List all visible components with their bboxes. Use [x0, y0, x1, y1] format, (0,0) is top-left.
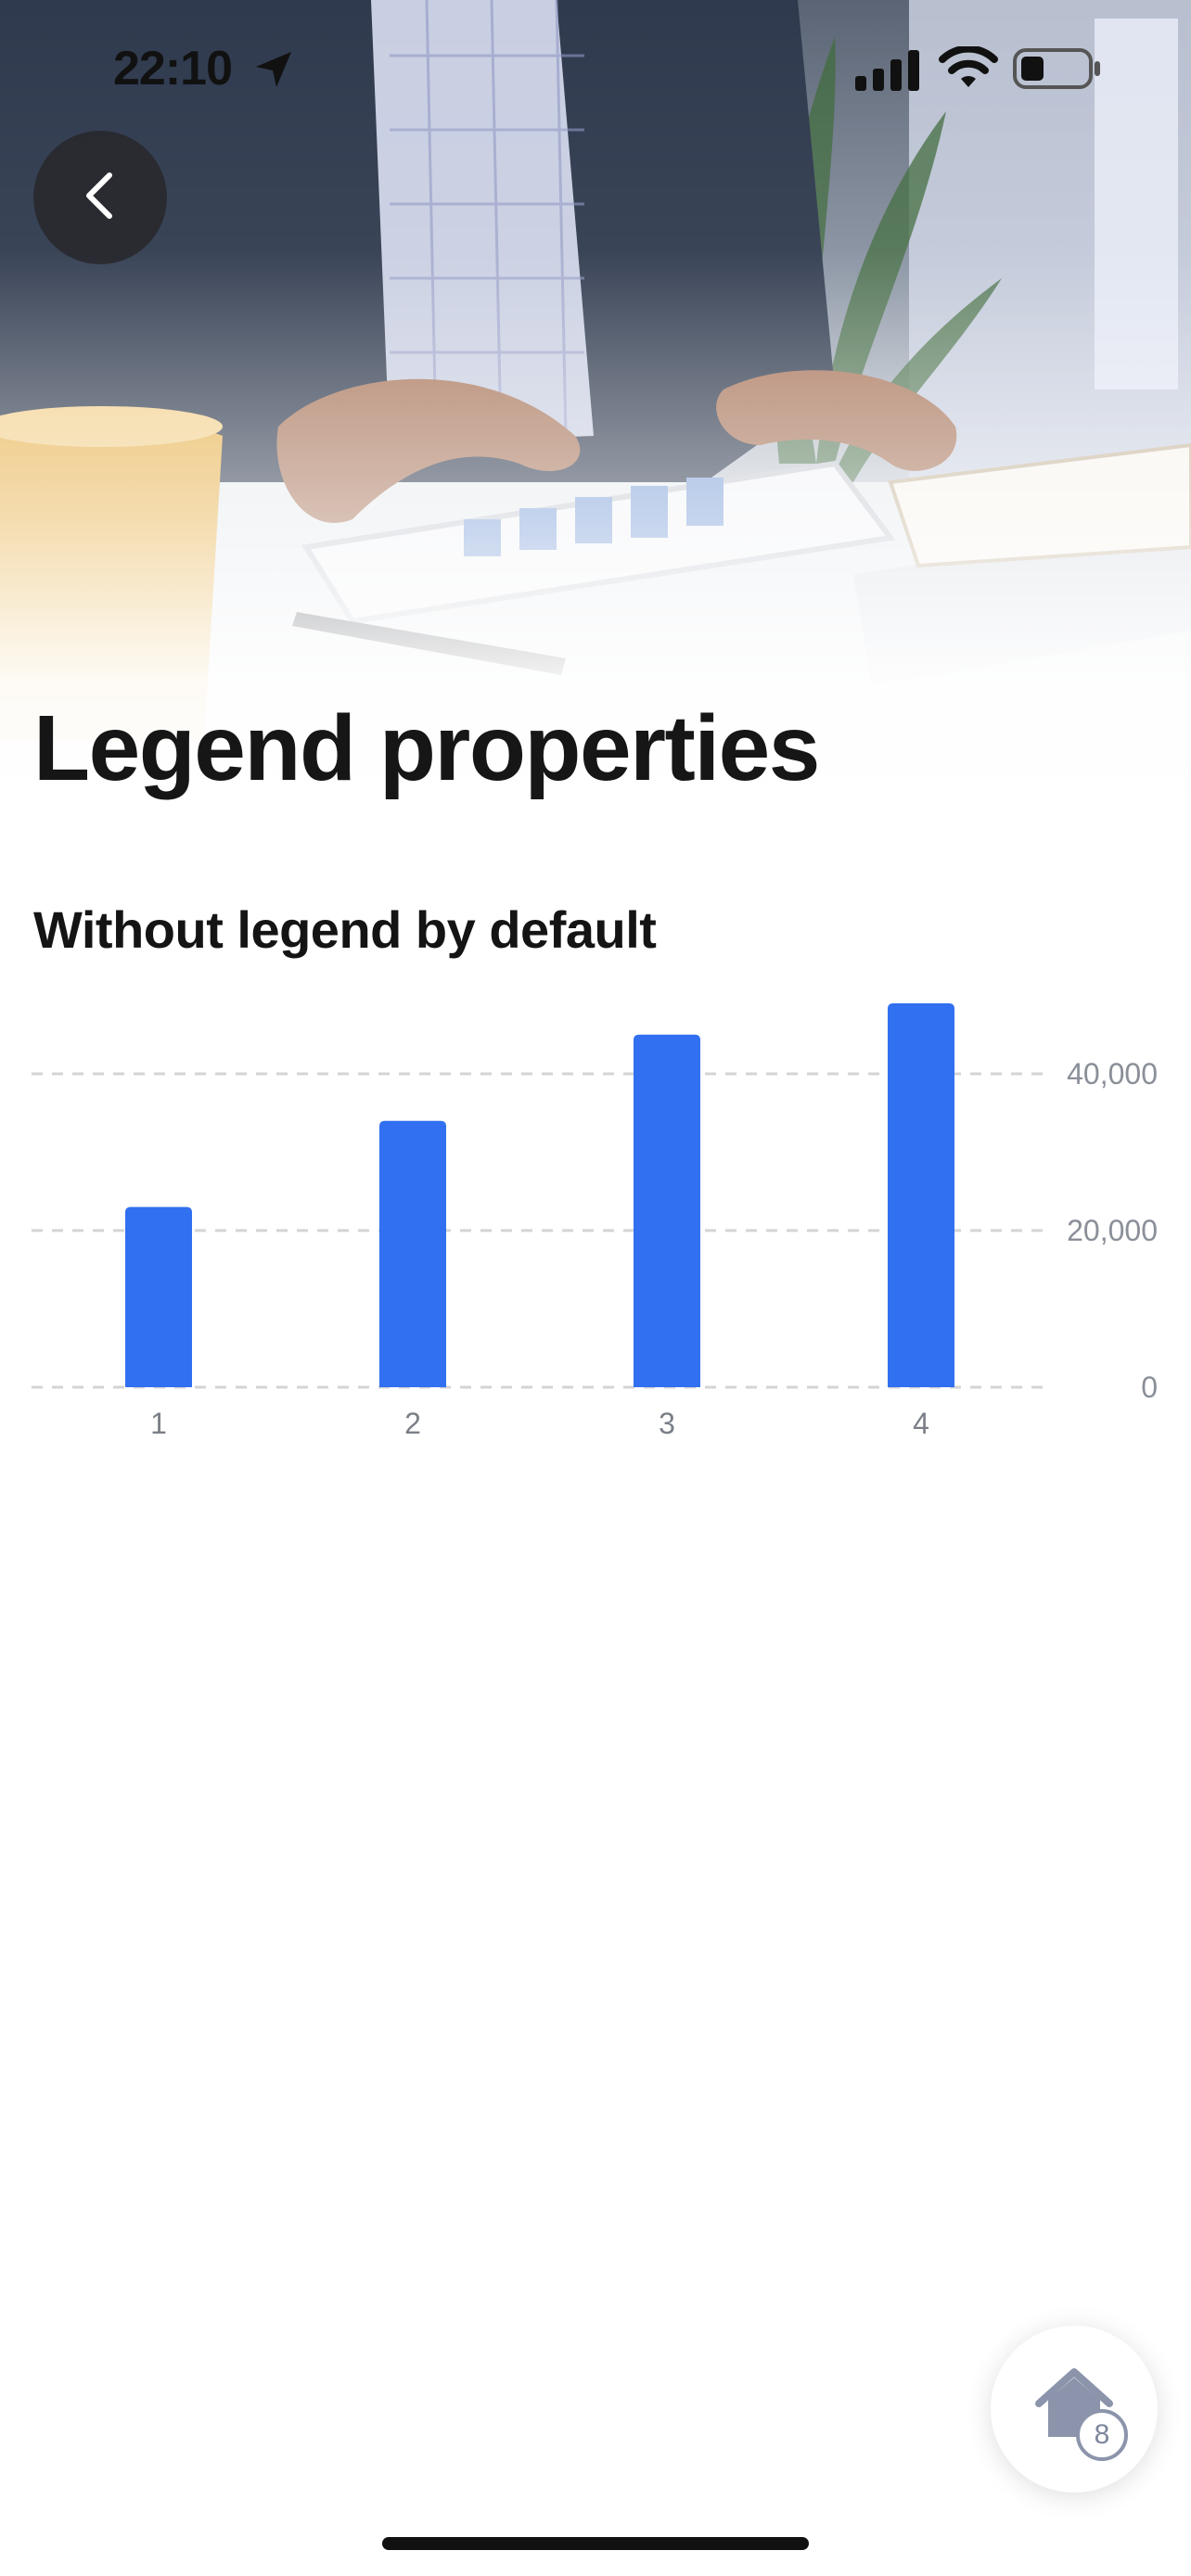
bar [634, 1034, 700, 1387]
location-arrow-icon [252, 48, 295, 96]
chevron-left-icon [80, 170, 121, 226]
y-tick-label: 20,000 [1067, 1214, 1158, 1247]
x-tick-label: 1 [150, 1407, 167, 1440]
home-indicator [382, 2537, 809, 2550]
battery-icon [1013, 48, 1102, 94]
y-tick-label: 0 [1141, 1371, 1158, 1404]
cellular-signal-icon [855, 50, 920, 96]
bar-chart-svg: 0 20,000 40,000 1 2 3 4 [32, 1002, 1158, 1440]
back-button[interactable] [33, 131, 167, 264]
x-tick-label: 2 [404, 1407, 421, 1440]
x-tick-label: 3 [659, 1407, 675, 1440]
bar-chart: 0 20,000 40,000 1 2 3 4 [0, 964, 1191, 1465]
home-button[interactable]: 8 [991, 2326, 1158, 2493]
page-title: Legend properties [33, 696, 820, 800]
bar [379, 1120, 446, 1387]
status-time: 22:10 [113, 42, 233, 96]
bar [125, 1206, 192, 1387]
section-title: Without legend by default [33, 900, 657, 959]
x-tick-label: 4 [913, 1407, 929, 1440]
home-badge: 8 [1076, 2409, 1128, 2461]
wifi-icon [939, 45, 998, 96]
hero-image [0, 0, 1191, 835]
bar [888, 1002, 954, 1387]
y-tick-label: 40,000 [1067, 1057, 1158, 1090]
hero-fade-overlay [0, 0, 1191, 835]
